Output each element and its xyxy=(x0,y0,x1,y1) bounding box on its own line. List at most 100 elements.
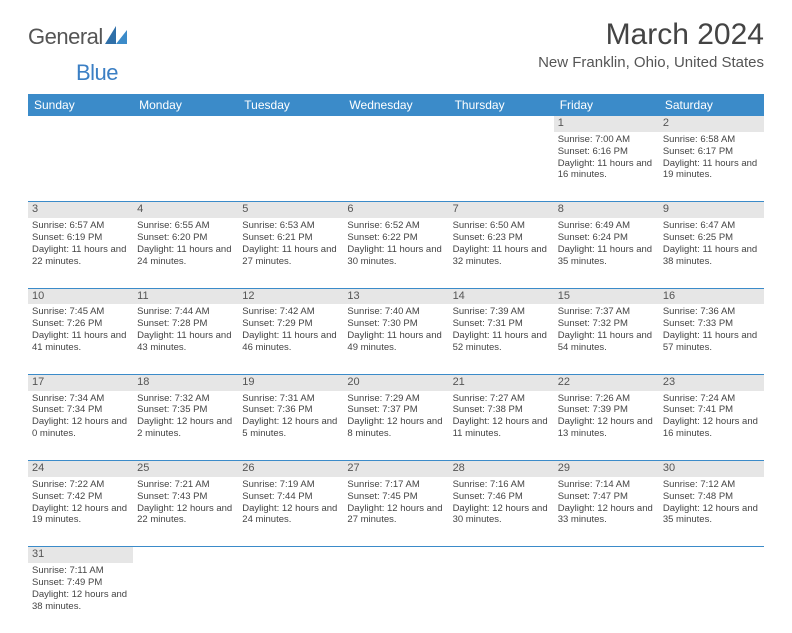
calendar-day-cell: Sunrise: 6:49 AMSunset: 6:24 PMDaylight:… xyxy=(554,218,659,288)
calendar-day-cell: Sunrise: 7:16 AMSunset: 7:46 PMDaylight:… xyxy=(449,477,554,547)
calendar-day-cell: Sunrise: 7:31 AMSunset: 7:36 PMDaylight:… xyxy=(238,391,343,461)
sunrise-line: Sunrise: 7:26 AM xyxy=(558,393,655,405)
day-number-cell: 26 xyxy=(238,461,343,477)
day-number-cell: 19 xyxy=(238,374,343,390)
sunrise-line: Sunrise: 7:45 AM xyxy=(32,306,129,318)
sunset-line: Sunset: 7:39 PM xyxy=(558,404,655,416)
day-number-cell: 21 xyxy=(449,374,554,390)
sunrise-line: Sunrise: 7:19 AM xyxy=(242,479,339,491)
daylight-line: Daylight: 11 hours and 22 minutes. xyxy=(32,244,129,268)
day-number-cell: 29 xyxy=(554,461,659,477)
sunset-line: Sunset: 7:46 PM xyxy=(453,491,550,503)
day-number-cell: 24 xyxy=(28,461,133,477)
day-number-cell: 20 xyxy=(343,374,448,390)
calendar-table: SundayMondayTuesdayWednesdayThursdayFrid… xyxy=(28,94,764,633)
daylight-line: Daylight: 12 hours and 24 minutes. xyxy=(242,503,339,527)
sunrise-line: Sunrise: 7:14 AM xyxy=(558,479,655,491)
daylight-line: Daylight: 11 hours and 46 minutes. xyxy=(242,330,339,354)
day-number-cell: 27 xyxy=(343,461,448,477)
sunset-line: Sunset: 7:42 PM xyxy=(32,491,129,503)
logo-text-2: Blue xyxy=(76,60,118,85)
sunrise-line: Sunrise: 6:50 AM xyxy=(453,220,550,232)
weekday-header-row: SundayMondayTuesdayWednesdayThursdayFrid… xyxy=(28,94,764,116)
calendar-day-cell: Sunrise: 7:24 AMSunset: 7:41 PMDaylight:… xyxy=(659,391,764,461)
day-number-cell: 9 xyxy=(659,202,764,218)
sunrise-line: Sunrise: 7:22 AM xyxy=(32,479,129,491)
day-number-cell: 23 xyxy=(659,374,764,390)
calendar-day-cell: Sunrise: 7:12 AMSunset: 7:48 PMDaylight:… xyxy=(659,477,764,547)
sunrise-line: Sunrise: 7:00 AM xyxy=(558,134,655,146)
daylight-line: Daylight: 12 hours and 38 minutes. xyxy=(32,589,129,613)
sunset-line: Sunset: 6:21 PM xyxy=(242,232,339,244)
weekday-header: Tuesday xyxy=(238,94,343,116)
sunrise-line: Sunrise: 6:52 AM xyxy=(347,220,444,232)
daylight-line: Daylight: 11 hours and 57 minutes. xyxy=(663,330,760,354)
daylight-line: Daylight: 11 hours and 32 minutes. xyxy=(453,244,550,268)
calendar-day-cell: Sunrise: 6:53 AMSunset: 6:21 PMDaylight:… xyxy=(238,218,343,288)
daylight-line: Daylight: 12 hours and 27 minutes. xyxy=(347,503,444,527)
sunset-line: Sunset: 7:43 PM xyxy=(137,491,234,503)
daylight-line: Daylight: 12 hours and 16 minutes. xyxy=(663,416,760,440)
calendar-day-cell: Sunrise: 7:32 AMSunset: 7:35 PMDaylight:… xyxy=(133,391,238,461)
sunrise-line: Sunrise: 7:17 AM xyxy=(347,479,444,491)
sunrise-line: Sunrise: 7:12 AM xyxy=(663,479,760,491)
day-number-cell: 1 xyxy=(554,116,659,132)
calendar-day-cell: Sunrise: 7:14 AMSunset: 7:47 PMDaylight:… xyxy=(554,477,659,547)
sunset-line: Sunset: 7:33 PM xyxy=(663,318,760,330)
day-number-cell xyxy=(449,547,554,563)
day-number-cell: 7 xyxy=(449,202,554,218)
calendar-week-row: Sunrise: 7:11 AMSunset: 7:49 PMDaylight:… xyxy=(28,563,764,633)
calendar-day-cell: Sunrise: 7:37 AMSunset: 7:32 PMDaylight:… xyxy=(554,304,659,374)
sunset-line: Sunset: 7:34 PM xyxy=(32,404,129,416)
sunset-line: Sunset: 7:47 PM xyxy=(558,491,655,503)
day-number-cell: 15 xyxy=(554,288,659,304)
sunrise-line: Sunrise: 7:40 AM xyxy=(347,306,444,318)
daylight-line: Daylight: 12 hours and 11 minutes. xyxy=(453,416,550,440)
page-header: General Blue March 2024 New Franklin, Oh… xyxy=(28,18,764,86)
calendar-day-cell: Sunrise: 6:52 AMSunset: 6:22 PMDaylight:… xyxy=(343,218,448,288)
daylight-line: Daylight: 12 hours and 33 minutes. xyxy=(558,503,655,527)
sunrise-line: Sunrise: 7:24 AM xyxy=(663,393,760,405)
calendar-day-cell xyxy=(28,132,133,202)
calendar-day-cell: Sunrise: 7:40 AMSunset: 7:30 PMDaylight:… xyxy=(343,304,448,374)
daylight-line: Daylight: 11 hours and 54 minutes. xyxy=(558,330,655,354)
day-number-cell: 16 xyxy=(659,288,764,304)
sunset-line: Sunset: 6:20 PM xyxy=(137,232,234,244)
calendar-week-row: Sunrise: 7:45 AMSunset: 7:26 PM Daylight:… xyxy=(28,304,764,374)
daylight-line: Daylight: 12 hours and 35 minutes. xyxy=(663,503,760,527)
sunrise-line: Sunrise: 6:53 AM xyxy=(242,220,339,232)
weekday-header: Sunday xyxy=(28,94,133,116)
day-number-cell xyxy=(343,547,448,563)
sunset-line: Sunset: 7:41 PM xyxy=(663,404,760,416)
daylight-line: Daylight: 11 hours and 35 minutes. xyxy=(558,244,655,268)
logo-text-1: General xyxy=(28,24,103,49)
daylight-line: Daylight: 12 hours and 0 minutes. xyxy=(32,416,129,440)
sunset-line: Sunset: 7:37 PM xyxy=(347,404,444,416)
daylight-line: Daylight: 12 hours and 22 minutes. xyxy=(137,503,234,527)
day-number-row: 31 xyxy=(28,547,764,563)
day-number-cell: 12 xyxy=(238,288,343,304)
calendar-day-cell xyxy=(238,563,343,633)
day-number-cell xyxy=(343,116,448,132)
calendar-day-cell: Sunrise: 7:39 AMSunset: 7:31 PMDaylight:… xyxy=(449,304,554,374)
day-number-cell xyxy=(449,116,554,132)
day-number-cell: 30 xyxy=(659,461,764,477)
title-block: March 2024 New Franklin, Ohio, United St… xyxy=(538,18,764,71)
sunset-line: Sunset: 7:26 PM xyxy=(32,318,129,330)
calendar-day-cell: Sunrise: 7:45 AMSunset: 7:26 PMDaylight:… xyxy=(28,304,133,374)
calendar-day-cell: Sunrise: 7:26 AMSunset: 7:39 PMDaylight:… xyxy=(554,391,659,461)
daylight-line: Daylight: 12 hours and 2 minutes. xyxy=(137,416,234,440)
calendar-day-cell: Sunrise: 7:21 AMSunset: 7:43 PMDaylight:… xyxy=(133,477,238,547)
daylight-line: Daylight: 12 hours and 13 minutes. xyxy=(558,416,655,440)
month-title: March 2024 xyxy=(538,18,764,52)
calendar-day-cell xyxy=(449,563,554,633)
sunset-line: Sunset: 7:29 PM xyxy=(242,318,339,330)
calendar-week-row: Sunrise: 7:34 AMSunset: 7:34 PMDaylight:… xyxy=(28,391,764,461)
sunset-line: Sunset: 7:28 PM xyxy=(137,318,234,330)
sunset-line: Sunset: 6:16 PM xyxy=(558,146,655,158)
calendar-week-row: Sunrise: 7:00 AMSunset: 6:16 PMDaylight:… xyxy=(28,132,764,202)
calendar-day-cell: Sunrise: 7:19 AMSunset: 7:44 PMDaylight:… xyxy=(238,477,343,547)
sunset-line: Sunset: 7:44 PM xyxy=(242,491,339,503)
calendar-week-row: Sunrise: 6:57 AMSunset: 6:19 PMDaylight:… xyxy=(28,218,764,288)
daylight-line: Daylight: 11 hours and 16 minutes. xyxy=(558,158,655,182)
